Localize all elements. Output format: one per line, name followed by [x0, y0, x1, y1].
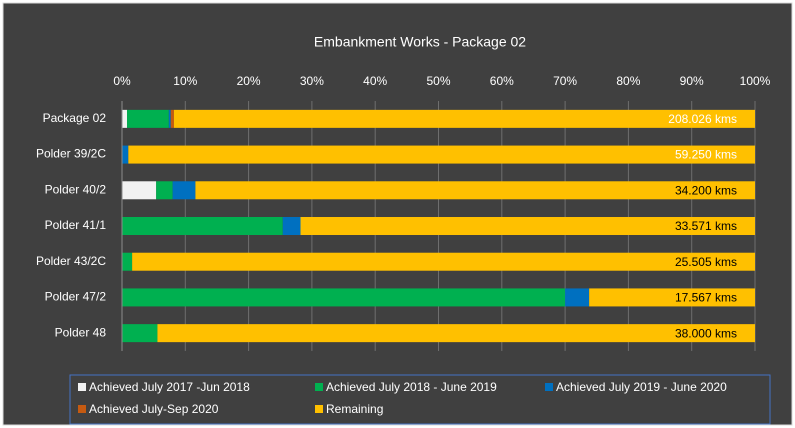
y-tick-label: Polder 48: [55, 325, 107, 339]
y-tick-label: Package 02: [43, 111, 107, 125]
x-tick-label: 40%: [363, 74, 387, 88]
bar-segment: [172, 181, 196, 200]
y-tick-label: Polder 40/2: [45, 182, 107, 196]
x-tick-label: 60%: [490, 74, 514, 88]
x-tick-label: 90%: [680, 74, 704, 88]
x-tick-label: 70%: [553, 74, 577, 88]
x-tick-label: 30%: [300, 74, 324, 88]
bar-segment: [282, 217, 301, 235]
data-label: 25.505 kms: [675, 255, 737, 269]
x-tick-label: 20%: [237, 74, 261, 88]
legend-box: [69, 374, 771, 425]
bar-segment: [122, 217, 283, 235]
data-label: 33.571 kms: [675, 219, 737, 233]
bar-segment: [589, 288, 755, 307]
x-tick-label: 0%: [113, 74, 131, 88]
bar-segment: [122, 181, 157, 200]
legend-label: Achieved July-Sep 2020: [89, 402, 219, 416]
bar-segment: [300, 217, 755, 235]
legend-swatch: [315, 405, 323, 413]
x-tick-label: 50%: [426, 74, 450, 88]
data-label: 38.000 kms: [675, 326, 737, 340]
x-tick-label: 100%: [740, 74, 771, 88]
bar-segment: [170, 109, 174, 128]
data-label: 59.250 kms: [675, 148, 737, 162]
bar-segment: [122, 324, 158, 343]
y-tick-label: Polder 43/2C: [36, 254, 106, 268]
legend-swatch: [78, 383, 86, 391]
bar-segment: [565, 288, 590, 307]
bar-segment: [127, 109, 169, 128]
chart-title: Embankment Works - Package 02: [314, 34, 526, 50]
legend-swatch: [545, 383, 553, 391]
legend-swatch: [315, 383, 323, 391]
legend-label: Achieved July 2018 - June 2019: [326, 380, 497, 394]
y-tick-label: Polder 41/1: [45, 218, 107, 232]
bar-segment: [157, 324, 755, 343]
bar-segment: [122, 109, 128, 128]
bar-segment: [168, 109, 171, 128]
data-label: 17.567 kms: [675, 291, 737, 305]
y-tick-label: Polder 39/2C: [36, 147, 106, 161]
bar-segment: [173, 109, 755, 128]
x-tick-label: 80%: [616, 74, 640, 88]
bar-segment: [122, 145, 129, 164]
bar-segment: [132, 252, 756, 271]
bar-segment: [122, 252, 133, 271]
legend-label: Achieved July 2019 - June 2020: [556, 380, 727, 394]
x-tick-label: 10%: [173, 74, 197, 88]
data-label: 34.200 kms: [675, 183, 737, 197]
legend-label: Remaining: [326, 402, 383, 416]
y-tick-label: Polder 47/2: [45, 290, 107, 304]
legend-swatch: [78, 405, 86, 413]
bar-segment: [195, 181, 756, 200]
bar-segment: [122, 288, 566, 307]
bar-segment: [128, 145, 755, 164]
legend-label: Achieved July 2017 -Jun 2018: [89, 380, 250, 394]
data-label: 208.026 kms: [668, 112, 737, 126]
bar-segment: [156, 181, 173, 200]
